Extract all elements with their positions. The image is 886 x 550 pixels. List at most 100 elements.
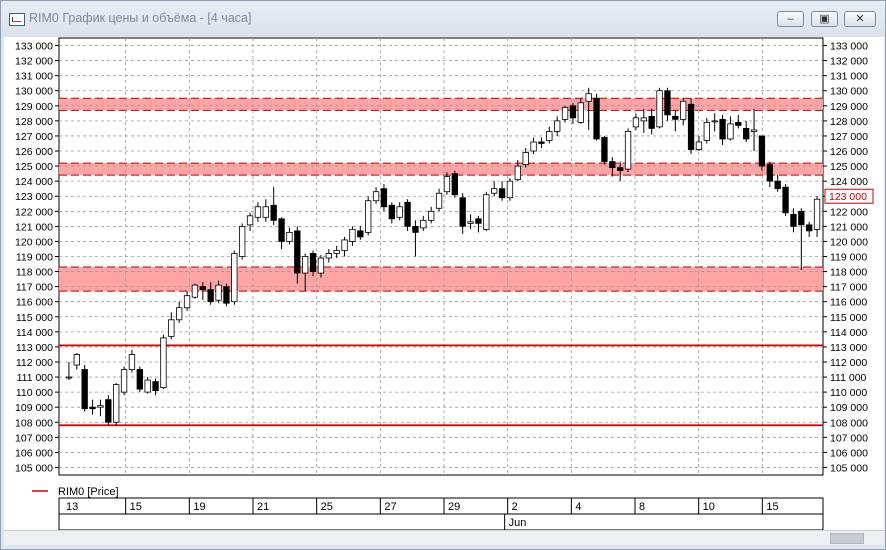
x-tick-label: 25 (321, 501, 333, 513)
maximize-button[interactable]: ▣ (811, 11, 838, 27)
y-tick-label-left: 118 000 (16, 267, 53, 279)
candle-down (451, 173, 458, 196)
y-tick-label-left: 112 000 (16, 357, 53, 369)
close-button[interactable]: ✕ (844, 11, 876, 27)
scrollbar-thumb[interactable] (830, 533, 864, 544)
candle-down (152, 381, 159, 392)
candle-up (372, 191, 380, 202)
y-tick-label-left: 107 000 (15, 432, 53, 444)
candle-up (703, 121, 710, 141)
y-tick-label-left: 106 000 (15, 447, 53, 459)
candle-up (73, 354, 80, 366)
candle-down (136, 369, 143, 390)
candle-down (388, 204, 395, 220)
candle-up (341, 239, 348, 251)
y-tick-label-left: 121 000 (15, 221, 53, 233)
candle-down (593, 97, 600, 140)
candle-up (302, 256, 309, 274)
candle-up (711, 120, 718, 123)
horizontal-scrollbar[interactable] (4, 530, 884, 545)
candle-up (286, 231, 293, 242)
candle-down (538, 141, 545, 144)
y-tick-label-left: 130 000 (15, 86, 53, 98)
candle-up (183, 295, 191, 309)
maximize-icon: ▣ (819, 13, 830, 25)
y-tick-label-right: 131 000 (830, 71, 868, 83)
candle-up (97, 405, 104, 408)
candle-down (569, 105, 577, 119)
candle-down (357, 230, 364, 238)
y-tick-label-left: 108 000 (15, 417, 53, 429)
x-tick-label: 13 (66, 501, 78, 513)
candle-down (601, 137, 608, 162)
y-tick-label-left: 131 000 (15, 71, 53, 83)
y-tick-label-left: 113 000 (16, 342, 53, 354)
candle-up (428, 210, 435, 221)
y-tick-label-right: 108 000 (830, 417, 868, 429)
candle-up (561, 106, 569, 120)
last-price-box (824, 188, 874, 204)
candle-up (546, 131, 553, 141)
candle-down (270, 204, 277, 221)
y-tick-label-right: 127 000 (830, 131, 868, 143)
candle-up (554, 120, 561, 132)
candle-down (404, 201, 411, 227)
candle-down (609, 161, 616, 168)
y-tick-label-right: 105 000 (830, 462, 868, 474)
candle-up (231, 253, 238, 303)
candle-down (294, 230, 301, 274)
candle-down (672, 115, 679, 120)
candle-down (719, 118, 726, 140)
candle-up (396, 206, 403, 218)
candle-up (624, 131, 632, 170)
candle-up (680, 100, 687, 120)
candle-up (349, 228, 356, 242)
y-tick-label-left: 123 000 (15, 191, 53, 203)
candle-up (577, 102, 584, 123)
y-tick-label-right: 111 000 (830, 372, 867, 384)
candle-up (239, 225, 246, 257)
y-tick-label-left: 115 000 (16, 312, 53, 324)
candle-down (223, 286, 230, 304)
y-tick-label-left: 125 000 (15, 161, 53, 173)
candle-up (215, 284, 222, 301)
y-tick-label-right: 113 000 (830, 342, 867, 354)
y-tick-label-right: 116 000 (830, 297, 867, 309)
candle-down (89, 406, 96, 410)
candle-up (113, 384, 120, 423)
minimize-button[interactable]: – (777, 11, 804, 27)
y-tick-label-left: 124 000 (15, 176, 53, 188)
candle-down (278, 218, 285, 242)
candle-up (435, 192, 443, 209)
y-tick-label-left: 111 000 (17, 372, 54, 384)
y-tick-label-right: 107 000 (830, 432, 868, 444)
y-tick-label-right: 120 000 (830, 236, 868, 248)
y-tick-label-right: 126 000 (830, 146, 868, 158)
x-tick-label: 10 (703, 501, 715, 513)
candle-up (333, 250, 340, 254)
y-tick-label-right: 114 000 (830, 327, 867, 339)
candle-down (790, 213, 797, 227)
candle-up (530, 141, 537, 152)
candle-up (317, 257, 325, 274)
y-tick-label-left: 122 000 (15, 206, 53, 218)
y-tick-label-left: 132 000 (15, 56, 53, 68)
candle-up (695, 141, 703, 150)
y-tick-label-left: 105 000 (15, 462, 53, 474)
candle-down (774, 180, 781, 190)
candle-down (498, 188, 506, 199)
candle-down (806, 224, 813, 232)
month-label: Jun (509, 517, 527, 529)
candle-down (782, 186, 789, 214)
candle-up (506, 180, 514, 199)
candle-up (191, 284, 199, 298)
candle-down (459, 197, 466, 227)
candle-down (207, 289, 214, 303)
candle-down (475, 218, 482, 224)
candle-down (743, 128, 750, 140)
y-tick-label-right: 110 000 (830, 387, 867, 399)
candle-down (412, 225, 419, 233)
candle-down (664, 90, 671, 116)
x-tick-label: 21 (257, 501, 269, 513)
